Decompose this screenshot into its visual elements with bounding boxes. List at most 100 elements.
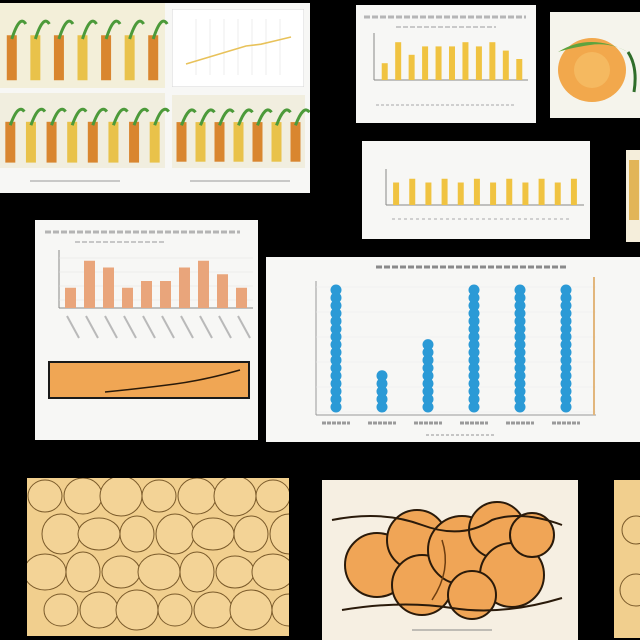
dot-point <box>514 323 526 335</box>
dot-point <box>468 323 480 335</box>
cell <box>193 591 233 629</box>
dot-point <box>422 393 434 405</box>
plant-stalk <box>108 121 119 163</box>
bar <box>409 178 416 205</box>
dot-point <box>376 385 388 397</box>
cell <box>27 553 67 591</box>
line-series <box>185 36 292 65</box>
dot-point <box>560 378 572 390</box>
bar <box>236 287 247 308</box>
dot-point <box>376 370 388 382</box>
dot-point <box>560 331 572 343</box>
dot-point <box>330 331 342 343</box>
bar <box>490 182 497 205</box>
dot-point <box>376 378 388 390</box>
dot-point <box>514 346 526 358</box>
tick-label <box>161 315 175 339</box>
dot-point <box>468 362 480 374</box>
dot-point <box>514 385 526 397</box>
dot-point <box>514 307 526 319</box>
bar <box>457 182 464 205</box>
cell <box>77 517 121 551</box>
plant-leaf <box>33 19 51 40</box>
dot-point <box>376 393 388 405</box>
bar <box>570 178 577 205</box>
cell <box>191 517 235 551</box>
fruit-illustration-panel <box>550 12 640 118</box>
plant-leaf <box>275 108 292 126</box>
bar <box>538 178 545 205</box>
dot-point <box>330 370 342 382</box>
plant-leaf <box>132 107 150 126</box>
bar <box>141 281 152 308</box>
dot-point <box>422 370 434 382</box>
plant-leaf <box>256 108 273 126</box>
plant-leaf <box>128 19 145 40</box>
wide-yellow-bar-chart <box>385 169 584 220</box>
plant-stalk <box>30 35 41 81</box>
dot-point <box>514 284 526 296</box>
blue-dot-chart-panel <box>266 257 640 442</box>
dot-point <box>330 315 342 327</box>
plant-stalk <box>67 121 78 163</box>
dot-point <box>468 339 480 351</box>
tick-label <box>104 315 118 339</box>
plant-stalk <box>290 122 301 162</box>
cell <box>269 513 289 555</box>
plant-stalk <box>5 121 16 163</box>
tick-label <box>66 315 80 339</box>
cell <box>63 478 103 515</box>
bar <box>422 46 429 80</box>
edge-cell-icon <box>619 515 640 607</box>
cell <box>179 551 215 593</box>
line-chart-inset <box>172 9 304 87</box>
cell <box>65 551 101 593</box>
bar <box>103 267 114 308</box>
plant-stalk <box>252 122 263 162</box>
dot-point <box>514 378 526 390</box>
plant-leaf <box>50 107 67 126</box>
cell <box>79 591 119 629</box>
salmon-bar-chart-panel <box>35 220 258 440</box>
bar <box>160 281 171 308</box>
plant-stalk <box>271 122 282 162</box>
plant-leaf <box>237 108 254 126</box>
dot-point <box>560 362 572 374</box>
dot-point <box>468 370 480 382</box>
plant-stalk <box>101 35 112 81</box>
dot-point <box>514 292 526 304</box>
dot-point <box>422 378 434 390</box>
tick-label <box>199 315 213 339</box>
cell <box>215 555 255 589</box>
dot-point <box>468 354 480 366</box>
orange-slice-icon <box>558 38 637 102</box>
tick-label <box>142 315 156 339</box>
dot-point <box>514 362 526 374</box>
bar <box>65 287 76 308</box>
dot-point <box>560 292 572 304</box>
bar <box>506 178 513 205</box>
bar <box>554 182 561 205</box>
edge-thumbnail-icon <box>629 160 639 220</box>
dot-point <box>514 315 526 327</box>
plant-stalk <box>25 121 36 163</box>
cell <box>119 515 155 553</box>
dot-point <box>330 401 342 413</box>
dot-point <box>376 401 388 413</box>
cell <box>155 513 195 555</box>
cell <box>101 555 141 589</box>
dot-point <box>330 378 342 390</box>
wide-bar-chart-panel <box>362 141 590 239</box>
bar <box>441 178 448 205</box>
dot-point <box>468 300 480 312</box>
tick-label <box>85 315 99 339</box>
plant-stalk <box>195 122 206 162</box>
tick-label <box>123 315 137 339</box>
plant-leaf <box>10 19 28 40</box>
dot-point <box>330 284 342 296</box>
dot-point <box>330 307 342 319</box>
plant-stalks-icon <box>0 3 310 182</box>
tissue-blob-panel <box>322 480 578 640</box>
dot-point <box>560 284 572 296</box>
tick-label <box>180 315 194 339</box>
